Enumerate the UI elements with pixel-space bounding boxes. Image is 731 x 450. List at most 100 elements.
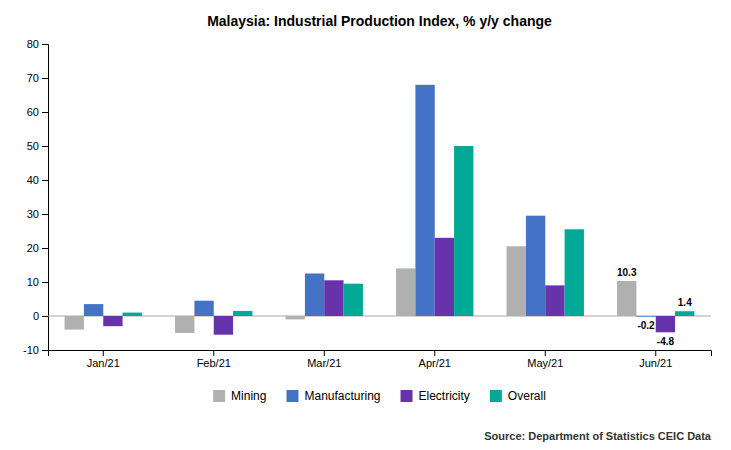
- y-tick-mark: [42, 350, 48, 351]
- bar: [435, 238, 454, 316]
- annotations: 10.3 -0.2-4.8 1.4: [617, 267, 692, 347]
- annotation: -0.2: [637, 320, 655, 331]
- legend-label: Overall: [508, 389, 546, 403]
- y-tick-label: 70: [27, 72, 39, 84]
- x-axis-line: [49, 351, 712, 357]
- y-tick-mark: [42, 214, 48, 215]
- y-tick: 60: [27, 106, 48, 118]
- bar: [175, 316, 194, 333]
- legend: MiningManufacturingElectricityOverall: [213, 389, 546, 403]
- y-tick-mark: [42, 78, 48, 79]
- bar: [324, 280, 343, 316]
- y-tick: 30: [27, 208, 48, 220]
- y-tick: 70: [27, 72, 48, 84]
- zero-line: [48, 316, 711, 317]
- y-tick: 40: [27, 174, 48, 186]
- plot: -10 0 10 20 30 40 50 60 70 80 Jan/21 Feb/21 Mar/21 Ap…: [23, 38, 711, 369]
- bar: [507, 246, 526, 316]
- bar: [344, 284, 363, 316]
- bar: [123, 313, 142, 316]
- annotation: 10.3: [617, 267, 637, 278]
- annotation: 1.4: [678, 297, 692, 308]
- y-tick-label: 30: [27, 208, 39, 220]
- y-tick: 0: [33, 310, 48, 322]
- bar: [415, 85, 434, 316]
- bars: [48, 85, 711, 335]
- bar: [103, 316, 122, 326]
- bar: [286, 316, 305, 319]
- legend-label: Mining: [231, 389, 266, 403]
- bar-series: [123, 146, 695, 316]
- x-tick: Jun/21: [639, 350, 672, 369]
- y-tick-mark: [42, 316, 48, 317]
- bar: [194, 301, 213, 316]
- y-axis: -10 0 10 20 30 40 50 60 70 80: [23, 38, 48, 356]
- y-tick: 50: [27, 140, 48, 152]
- legend-swatch: [401, 390, 413, 402]
- x-axis: Jan/21 Feb/21 Mar/21 Apr/21 May/21 Jun/21: [49, 350, 712, 369]
- legend-item: Mining: [213, 389, 266, 403]
- y-tick: -10: [23, 344, 48, 356]
- y-tick-label: 0: [33, 310, 39, 322]
- x-tick-mark: [545, 350, 546, 356]
- bar-series: [65, 246, 637, 333]
- legend-swatch: [490, 390, 502, 402]
- y-tick-mark: [42, 248, 48, 249]
- y-tick: 20: [27, 242, 48, 254]
- y-tick-label: 10: [27, 276, 39, 288]
- bar: [656, 316, 675, 332]
- x-tick-label: May/21: [527, 357, 563, 369]
- legend-item: Overall: [490, 389, 546, 403]
- y-tick-label: 60: [27, 106, 39, 118]
- legend-swatch: [286, 390, 298, 402]
- chart: -10 0 10 20 30 40 50 60 70 80 Jan/21 Feb/21 Mar/21 Ap…: [0, 0, 731, 450]
- y-tick-label: -10: [23, 344, 39, 356]
- y-tick-mark: [42, 112, 48, 113]
- x-tick-label: Feb/21: [197, 357, 231, 369]
- y-tick-mark: [42, 146, 48, 147]
- x-tick: Jan/21: [87, 350, 120, 369]
- bar: [305, 274, 324, 317]
- bar: [396, 268, 415, 316]
- y-tick-label: 20: [27, 242, 39, 254]
- bar: [233, 311, 252, 316]
- y-tick-mark: [42, 44, 48, 45]
- y-tick: 10: [27, 276, 48, 288]
- x-tick: May/21: [527, 350, 563, 369]
- bar: [636, 316, 655, 318]
- x-tick-mark: [434, 350, 435, 356]
- y-tick-label: 50: [27, 140, 39, 152]
- y-tick-label: 80: [27, 38, 39, 50]
- bar: [617, 281, 636, 316]
- legend-item: Manufacturing: [286, 389, 380, 403]
- x-tick: Apr/21: [419, 350, 451, 369]
- bar: [675, 311, 694, 316]
- x-tick-mark: [324, 350, 325, 356]
- title: Malaysia: Industrial Production Index, %…: [207, 13, 552, 29]
- x-tick-label: Mar/21: [307, 357, 341, 369]
- x-tick-mark: [213, 350, 214, 356]
- bar: [214, 316, 233, 335]
- bar: [565, 229, 584, 316]
- x-tick: Feb/21: [197, 350, 231, 369]
- x-tick-mark: [655, 350, 656, 356]
- x-tick-label: Apr/21: [419, 357, 451, 369]
- y-tick-mark: [42, 282, 48, 283]
- y-axis-line: [42, 45, 49, 351]
- legend-label: Manufacturing: [304, 389, 380, 403]
- y-tick-label: 40: [27, 174, 39, 186]
- y-tick: 80: [27, 38, 48, 50]
- annotation: -4.8: [657, 336, 675, 347]
- y-tick-mark: [42, 180, 48, 181]
- x-tick-mark: [103, 350, 104, 356]
- x-tick-label: Jan/21: [87, 357, 120, 369]
- bar: [65, 316, 84, 330]
- x-tick-label: Jun/21: [639, 357, 672, 369]
- bar-series: [84, 85, 656, 317]
- bar: [526, 216, 545, 316]
- legend-swatch: [213, 390, 225, 402]
- x-tick: Mar/21: [307, 350, 341, 369]
- bar: [545, 285, 564, 316]
- bar-series: [103, 238, 675, 335]
- bar: [84, 304, 103, 316]
